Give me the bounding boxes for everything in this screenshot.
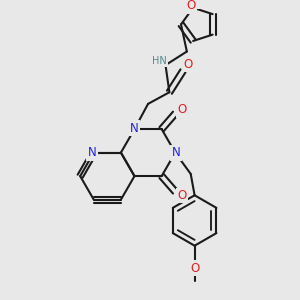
Text: O: O (177, 189, 187, 202)
Text: O: O (183, 58, 192, 70)
Text: N: N (130, 122, 139, 135)
Text: O: O (187, 0, 196, 12)
Text: N: N (172, 146, 181, 159)
Text: O: O (177, 103, 187, 116)
Text: O: O (190, 262, 199, 275)
Text: HN: HN (152, 56, 167, 66)
Text: N: N (87, 146, 96, 159)
